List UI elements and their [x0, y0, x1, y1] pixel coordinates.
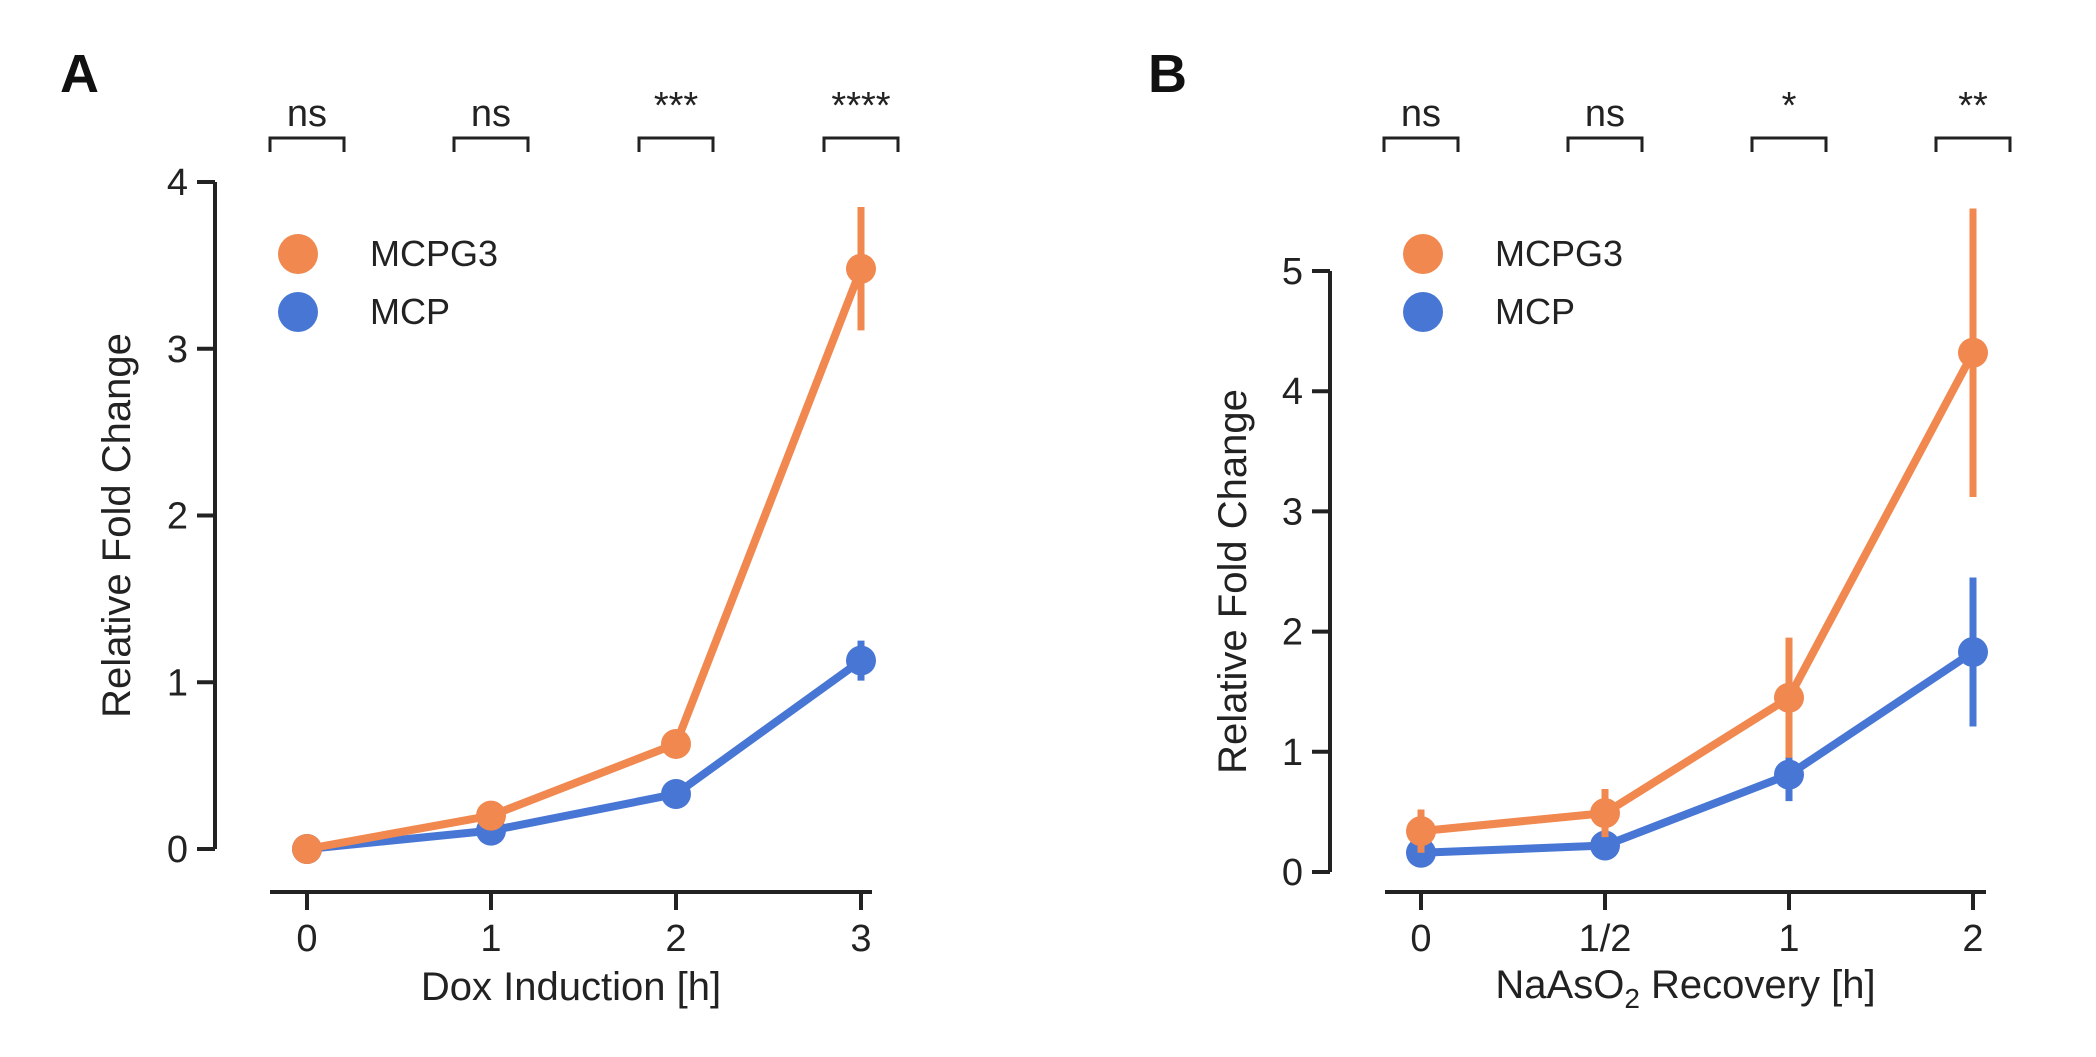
panel-a-sig-label: *** [654, 85, 699, 127]
panel-a-sig-bracket [452, 136, 530, 152]
panel-b-series-mcp-line [1420, 648, 1976, 857]
panel-b-y-tick-label: 1 [1282, 732, 1303, 774]
panel-b-x-tick-label: 1 [1778, 918, 1799, 960]
panel-b-sig-bracket [1750, 136, 1828, 152]
panel-b-y-tick-label: 5 [1282, 251, 1303, 293]
panel-b-sig-bracket [1382, 136, 1460, 152]
panel-a-x-tick-label: 2 [665, 918, 686, 960]
panel-b-y-tick-label: 2 [1282, 612, 1303, 654]
panel-b-legend-label-mcp: MCP [1495, 291, 1575, 332]
panel-a-legend-label-mcpg3: MCPG3 [370, 233, 498, 274]
panel-b-series-mcp-point [1590, 830, 1620, 861]
panel-b-y-tick-label: 3 [1282, 491, 1303, 533]
panel-a-x-tick-label: 3 [850, 918, 871, 960]
panel-a-series-mcpg3-point [292, 834, 322, 864]
panel-a-y-tick-label: 3 [167, 329, 188, 371]
panel-b-series-mcpg3-line [1420, 350, 1977, 836]
panel-b-x-axis-title-tail: Recovery [h] [1640, 963, 1876, 1007]
panel-a-series-mcp-line [306, 657, 864, 853]
panel-b-y-tick-label: 0 [1282, 852, 1303, 894]
panel-a-legend-marker-mcp [278, 292, 318, 332]
panel-a-series-mcp-point [661, 778, 691, 809]
panel-a-series-mcpg3-point [846, 253, 876, 284]
panel-b-x-axis-title-sub: 2 [1624, 983, 1640, 1014]
panel-b-y-tick-label: 4 [1282, 371, 1303, 413]
panel-b-x-tick-label: 2 [1962, 918, 1983, 960]
panel-a-x-axis-title: Dox Induction [h] [421, 965, 721, 1009]
panel-b-sig-label: ** [1958, 85, 1988, 127]
panel-a-sig-label: ns [471, 93, 511, 135]
panel-b-series-mcpg3-point [1958, 337, 1988, 368]
panel-b-y-axis-title: Relative Fold Change [1211, 389, 1255, 774]
panel-b-legend-marker-mcp [1403, 292, 1443, 332]
panel-b-series-mcpg3-point [1774, 682, 1804, 713]
panel-b-sig-label: ns [1401, 93, 1441, 135]
panel-a-y-axis-title: Relative Fold Change [95, 333, 139, 718]
panel-a-x-tick-label: 1 [480, 918, 501, 960]
panel-a-series-mcpg3-point [661, 728, 691, 759]
panel-b-sig-label: * [1782, 85, 1797, 127]
panel-b-series-mcpg3-point [1590, 798, 1620, 829]
panel-a-y-tick-label: 2 [167, 496, 188, 538]
panel-b-legend-marker-mcpg3 [1403, 234, 1443, 274]
panel-a-series-mcp-point [846, 645, 876, 676]
panel-a-y-tick-label: 1 [167, 662, 188, 704]
panel-b-sig-bracket [1934, 136, 2012, 152]
panel-a-sig-label: **** [831, 85, 890, 127]
panel-b-series-mcp-point [1958, 637, 1988, 668]
panel-b-sig-bracket [1566, 136, 1644, 152]
panel-a-letter: A [60, 44, 99, 104]
panel-b-x-tick-label: 0 [1410, 918, 1431, 960]
panel-b-sig-label: ns [1585, 93, 1625, 135]
panel-b-legend-label-mcpg3: MCPG3 [1495, 233, 1623, 274]
panel-b-x-axis-title: NaAsO2 Recovery [h] [1495, 963, 1875, 1014]
panel-a-sig-bracket [822, 136, 900, 152]
panel-b-x-tick-label: 1/2 [1579, 918, 1632, 960]
panel-a-sig-bracket [268, 136, 346, 152]
panel-b-series-mcpg3-point [1406, 816, 1436, 847]
panel-a-sig-label: ns [287, 93, 327, 135]
panel-a-series-mcpg3-line [306, 267, 865, 853]
panel-a-x-tick-label: 0 [296, 918, 317, 960]
panel-a-y-tick-label: 0 [167, 829, 188, 871]
panel-a-y-tick-label: 4 [167, 162, 188, 204]
panel-a-legend-label-mcp: MCP [370, 291, 450, 332]
panel-a-legend-marker-mcpg3 [278, 234, 318, 274]
panel-a-sig-bracket [637, 136, 715, 152]
panel-b-letter: B [1148, 44, 1187, 104]
panel-a: A 0 1 2 3 4 0 1 2 3 Dox Induction [h] Relative Fol… [60, 44, 900, 1009]
panel-a-series-mcpg3-point [476, 800, 506, 831]
panel-b-series-mcp-point [1774, 759, 1804, 790]
